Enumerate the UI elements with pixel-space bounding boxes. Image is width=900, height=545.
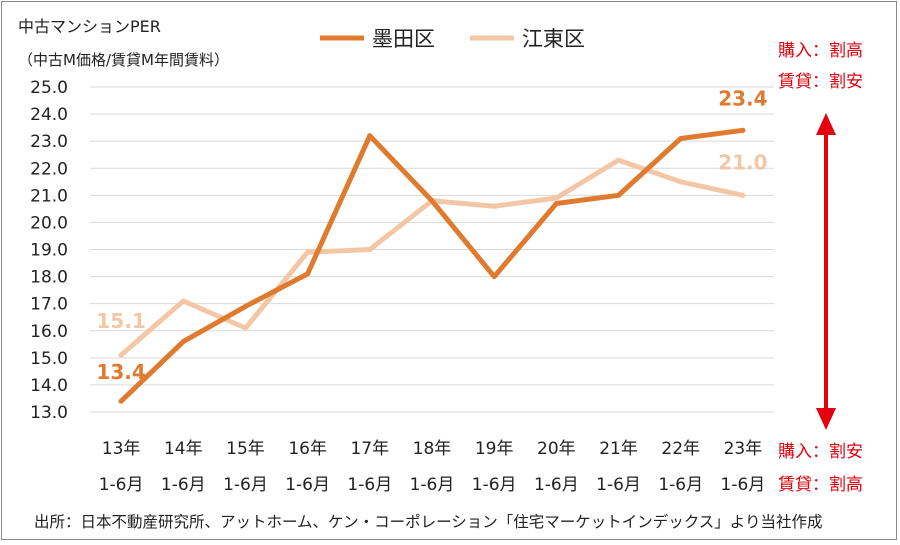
annotation-top-rent: 賃貸：割安 xyxy=(778,72,863,92)
data-point xyxy=(491,274,497,280)
y-tick-label: 19.0 xyxy=(30,241,68,261)
x-tick-sublabel: 1-6月 xyxy=(347,475,392,495)
x-tick-label: 20年 xyxy=(537,439,576,459)
data-label: 23.4 xyxy=(718,86,767,110)
data-point xyxy=(740,127,746,133)
y-tick-label: 14.0 xyxy=(30,376,68,396)
annotation-bottom-buy: 購入：割安 xyxy=(778,442,863,462)
data-point xyxy=(740,192,746,198)
chart-subtitle: （中古M価格/賃貸M年間賃料） xyxy=(18,51,229,69)
data-point xyxy=(678,179,684,185)
x-tick-sublabel: 1-6月 xyxy=(161,475,206,495)
x-tick-label: 18年 xyxy=(413,439,452,459)
data-label: 15.1 xyxy=(96,309,145,333)
legend: 墨田区 江東区 xyxy=(320,27,585,51)
y-tick-label: 25.0 xyxy=(30,78,68,98)
data-point xyxy=(429,198,435,204)
x-axis-ticks: 13年 1-6月 14年 1-6月 15年 1-6月 16年 1-6月 17年 1-6月 18年 1-… xyxy=(99,439,766,495)
chart-title: 中古マンションPER xyxy=(18,17,161,36)
series-lines xyxy=(118,127,746,404)
x-tick-sublabel: 1-6月 xyxy=(472,475,517,495)
y-tick-label: 18.0 xyxy=(30,268,68,288)
x-tick-sublabel: 1-6月 xyxy=(534,475,579,495)
arrow-up-icon xyxy=(816,113,836,135)
data-point xyxy=(118,398,124,404)
data-point xyxy=(305,249,311,255)
annotation-bottom-rent: 賃貸：割高 xyxy=(778,475,863,495)
x-tick-label: 15年 xyxy=(226,439,265,459)
x-tick-label: 14年 xyxy=(164,439,203,459)
y-tick-label: 21.0 xyxy=(30,186,68,206)
data-labels: 13.4 23.4 15.1 21.0 xyxy=(96,86,767,384)
data-point xyxy=(118,352,124,358)
legend-label-koto: 江東区 xyxy=(522,27,585,51)
y-tick-label: 20.0 xyxy=(30,213,68,233)
x-tick-label: 21年 xyxy=(599,439,638,459)
y-tick-label: 15.0 xyxy=(30,349,68,369)
data-point xyxy=(242,325,248,331)
x-tick-sublabel: 1-6月 xyxy=(658,475,703,495)
x-tick-sublabel: 1-6月 xyxy=(285,475,330,495)
data-point xyxy=(367,133,373,139)
y-tick-label: 24.0 xyxy=(30,105,68,125)
data-point xyxy=(180,298,186,304)
x-tick-sublabel: 1-6月 xyxy=(596,475,641,495)
x-tick-label: 22年 xyxy=(661,439,700,459)
data-label: 13.4 xyxy=(96,360,145,384)
y-axis-ticks: 13.0 14.0 15.0 16.0 17.0 18.0 19.0 20.0 21.0 22.0… xyxy=(30,78,68,423)
x-tick-sublabel: 1-6月 xyxy=(410,475,455,495)
data-point xyxy=(616,192,622,198)
x-tick-sublabel: 1-6月 xyxy=(99,475,144,495)
data-point xyxy=(678,135,684,141)
data-point xyxy=(616,157,622,163)
data-point xyxy=(491,203,497,209)
y-tick-label: 23.0 xyxy=(30,132,68,152)
data-label: 21.0 xyxy=(718,150,767,174)
arrow-down-icon xyxy=(816,408,836,430)
x-tick-label: 13年 xyxy=(102,439,141,459)
y-tick-label: 13.0 xyxy=(30,403,68,423)
y-tick-label: 17.0 xyxy=(30,295,68,315)
x-tick-label: 23年 xyxy=(724,439,763,459)
x-tick-sublabel: 1-6月 xyxy=(721,475,766,495)
x-tick-sublabel: 1-6月 xyxy=(223,475,268,495)
gridlines xyxy=(90,86,774,413)
y-tick-label: 16.0 xyxy=(30,322,68,342)
legend-label-sumida: 墨田区 xyxy=(372,27,435,51)
x-tick-label: 16年 xyxy=(288,439,327,459)
x-tick-label: 19年 xyxy=(475,439,514,459)
data-point xyxy=(242,303,248,309)
data-point xyxy=(553,195,559,201)
x-tick-label: 17年 xyxy=(350,439,389,459)
data-point xyxy=(553,200,559,206)
source-note: 出所：日本不動産研究所、アットホーム、ケン・コーポレーション「住宅マーケットイン… xyxy=(34,512,823,531)
data-point xyxy=(180,339,186,345)
data-point xyxy=(305,271,311,277)
valuation-annotation: 購入：割高 賃貸：割安 購入：割安 賃貸：割高 xyxy=(778,41,863,495)
annotation-top-buy: 購入：割高 xyxy=(778,41,863,61)
data-point xyxy=(367,247,373,252)
y-tick-label: 22.0 xyxy=(30,159,68,179)
